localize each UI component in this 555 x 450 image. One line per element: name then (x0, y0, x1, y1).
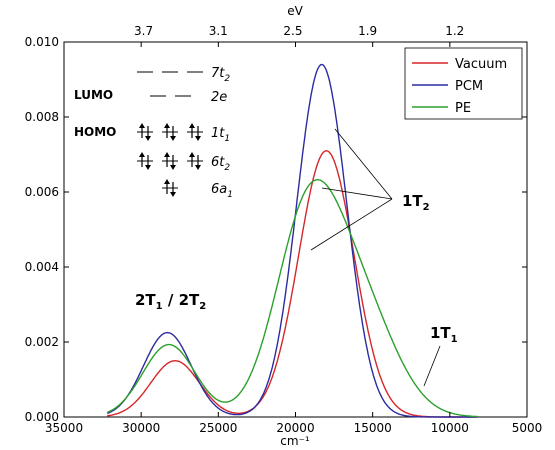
legend-label-pe: PE (455, 101, 471, 116)
spin-up-head (164, 152, 170, 157)
mo-level-label: 1t1 (211, 126, 230, 144)
y-tick-label: 0.006 (25, 185, 59, 199)
spin-down-head (170, 136, 176, 141)
spin-down-head (145, 165, 151, 170)
x-tick-label: 15000 (354, 421, 392, 435)
tick-layer: 35000 30000 25000 20000 15000 10000 5000 0.000 0… (25, 24, 543, 435)
pointer-line-pe (310, 198, 393, 251)
mo-level-7t2: 7t2 (137, 66, 230, 84)
spin-up-head (189, 123, 195, 128)
top-tick-label: 3.7 (134, 24, 153, 38)
legend-label-vacuum: Vacuum (455, 57, 507, 72)
top-tick-label: 1.9 (358, 24, 377, 38)
top-tick-label: 3.1 (209, 24, 228, 38)
x-tick-label: 25000 (199, 421, 237, 435)
y-tick-label: 0.008 (25, 110, 59, 124)
mo-level-label: 6t2 (211, 155, 230, 173)
pointer-line-pcm (334, 128, 393, 200)
orbital-diagram: LUMO HOMO 7t2 2e 1t1 6t2 6a1 (74, 66, 233, 200)
x-tick-label: 30000 (122, 421, 160, 435)
x-tick-label: 20000 (276, 421, 314, 435)
legend-label-pcm: PCM (455, 79, 483, 94)
plot-area: 35000 30000 25000 20000 15000 10000 5000 0.000 0… (25, 24, 543, 435)
series-line-pcm (106, 63, 478, 418)
x-tick-label: 10000 (431, 421, 469, 435)
mo-level-label: 2e (211, 90, 227, 105)
x-tick-label: 5000 (512, 421, 543, 435)
mo-level-6a1: 6a1 (162, 179, 233, 200)
label-1t1: 1T1 (430, 324, 458, 345)
spin-up-head (164, 123, 170, 128)
lumo-label: LUMO (74, 88, 113, 102)
series-layer (106, 63, 478, 418)
series-line-vacuum (107, 149, 478, 418)
y-tick-label: 0.002 (25, 335, 59, 349)
y-tick-label: 0.004 (25, 260, 59, 274)
label-2t1-2t2: 2T1 / 2T2 (135, 291, 206, 312)
top-tick-label: 1.2 (445, 24, 464, 38)
pointer-line-vacuum (321, 187, 393, 200)
mo-level-6t2: 6t2 (137, 152, 230, 173)
pointer-line-1t1 (423, 345, 441, 387)
spin-up-head (164, 179, 170, 184)
x-axis-title: cm⁻¹ (280, 434, 310, 448)
spin-down-head (145, 136, 151, 141)
mo-level-2e: 2e (150, 90, 227, 105)
homo-label: HOMO (74, 125, 116, 139)
spin-down-head (195, 136, 201, 141)
mo-level-label: 7t2 (211, 66, 230, 84)
series-line-pe (106, 178, 478, 418)
y-tick-label: 0.000 (25, 410, 59, 424)
x-tick-label: 35000 (45, 421, 83, 435)
label-1t2: 1T2 (402, 192, 430, 213)
spin-up-head (189, 152, 195, 157)
spin-down-head (170, 165, 176, 170)
spin-down-head (195, 165, 201, 170)
mo-level-1t1: 1t1 (137, 123, 230, 144)
spin-up-head (139, 152, 145, 157)
mo-level-label: 6a1 (211, 182, 233, 200)
top-axis-title: eV (287, 4, 303, 18)
top-tick-label: 2.5 (283, 24, 302, 38)
y-tick-label: 0.010 (25, 35, 59, 49)
spin-up-head (139, 123, 145, 128)
legend: Vacuum PCM PE (404, 47, 523, 120)
band-annotations: 1T2 2T1 / 2T2 1T1 (135, 128, 458, 387)
spin-down-head (170, 192, 176, 197)
